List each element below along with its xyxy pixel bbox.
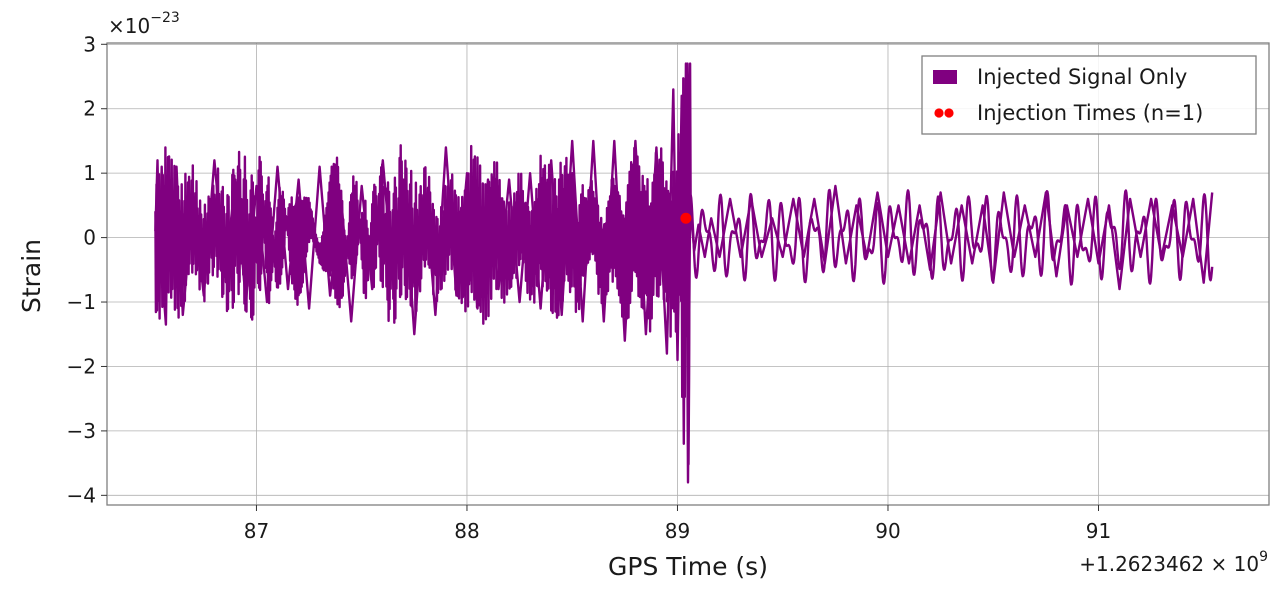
legend: Injected Signal Only Injection Times (n=… <box>921 55 1257 135</box>
x-tick-label: 90 <box>875 519 900 543</box>
series-line-injected-signal-envelope <box>154 62 1214 484</box>
x-axis-label: GPS Time (s) <box>608 552 768 581</box>
x-tick-label: 88 <box>454 519 479 543</box>
injection-time-marker <box>680 212 692 224</box>
x-tick-label: 89 <box>665 519 690 543</box>
legend-marker-injection-2 <box>944 108 954 118</box>
y-tick-label: 3 <box>83 32 96 56</box>
y-tick-label: 2 <box>83 97 96 121</box>
y-axis-label: Strain <box>17 239 46 313</box>
legend-marker-injection-1 <box>934 108 944 118</box>
y-tick-label: −3 <box>67 419 96 443</box>
legend-label-injected-signal: Injected Signal Only <box>977 65 1187 89</box>
x-axis: 87 88 89 90 91 <box>244 505 1111 543</box>
y-tick-label: 0 <box>83 226 96 250</box>
y-tick-label: −4 <box>67 483 96 507</box>
series-line-injected-signal <box>154 62 1214 466</box>
plot-frame <box>106 42 1270 506</box>
y-axis: 3 2 1 0 −1 −2 −3 −4 <box>67 32 107 507</box>
x-tick-label: 87 <box>244 519 269 543</box>
y-multiplier: ×10−23 <box>108 10 180 38</box>
x-offset: +1.2623462 × 109 <box>1079 549 1268 576</box>
x-tick-label: 91 <box>1086 519 1111 543</box>
y-tick-label: 1 <box>83 161 96 185</box>
legend-label-injection-times: Injection Times (n=1) <box>977 101 1203 125</box>
legend-swatch-injected-signal <box>933 70 957 84</box>
y-tick-label: −1 <box>67 290 96 314</box>
y-tick-label: −2 <box>67 354 96 378</box>
series-layer <box>154 62 1214 484</box>
legend-box <box>921 55 1257 135</box>
